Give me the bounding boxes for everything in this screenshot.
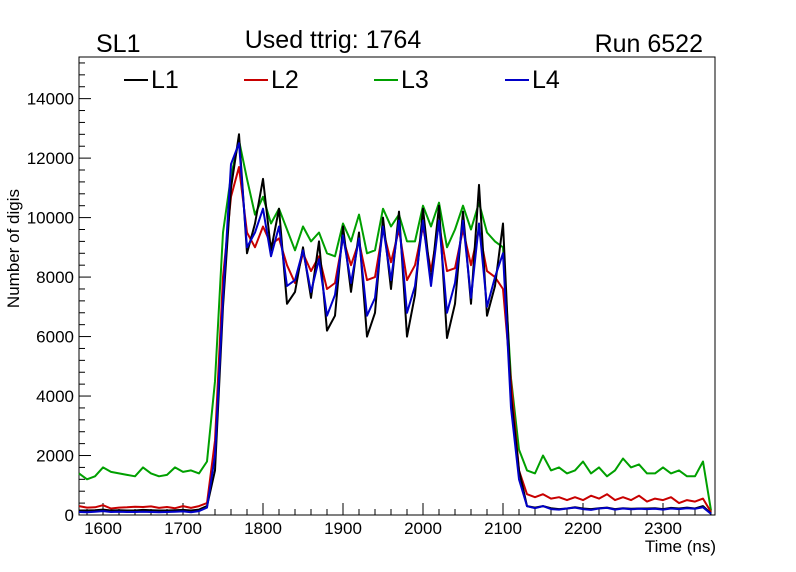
legend: L1 L2 L3 L4 [124, 66, 560, 94]
series-lines [78, 133, 712, 515]
y-tick-label: 12000 [27, 149, 74, 168]
legend-item-l2: L2 [244, 66, 299, 94]
y-tick-label: 10000 [27, 209, 74, 228]
chart-title: Used ttrig: 1764 [245, 26, 422, 54]
x-tick-label: 1800 [244, 519, 282, 538]
x-tick-label: 2300 [644, 519, 682, 538]
legend-item-l1: L1 [124, 66, 179, 94]
x-axis-title: Time (ns) [645, 537, 716, 556]
legend-item-l3: L3 [374, 66, 429, 94]
y-tick-label: 14000 [27, 90, 74, 109]
plot-border [78, 56, 716, 516]
y-tick-label: 2000 [36, 447, 74, 466]
legend-label: L2 [271, 66, 299, 94]
x-tick-label: 1600 [84, 519, 122, 538]
y-tick-label: 4000 [36, 387, 74, 406]
superlayer-label: SL1 [96, 30, 140, 58]
series-line-l3 [78, 139, 712, 511]
series-line-l2 [78, 166, 712, 513]
y-tick-label: 8000 [36, 268, 74, 287]
run-label: Run 6522 [595, 30, 703, 58]
legend-item-l4: L4 [505, 66, 560, 94]
legend-label: L3 [401, 66, 429, 94]
y-tick-label: 0 [65, 506, 74, 525]
axis-ticks: 1600 1700 1800 1900 2000 2100 2200 2300 0 2000 400… [27, 62, 712, 538]
legend-label: L4 [532, 66, 560, 94]
legend-label: L1 [151, 66, 179, 94]
y-tick-label: 6000 [36, 328, 74, 347]
x-tick-label: 1700 [164, 519, 202, 538]
x-tick-label: 2200 [564, 519, 602, 538]
x-tick-label: 1900 [324, 519, 362, 538]
series-line-l4 [78, 142, 712, 515]
plot-area [78, 56, 716, 516]
series-line-l1 [79, 133, 712, 515]
x-tick-label: 2100 [484, 519, 522, 538]
x-tick-label: 2000 [404, 519, 442, 538]
y-axis-title: Number of digis [4, 189, 23, 308]
